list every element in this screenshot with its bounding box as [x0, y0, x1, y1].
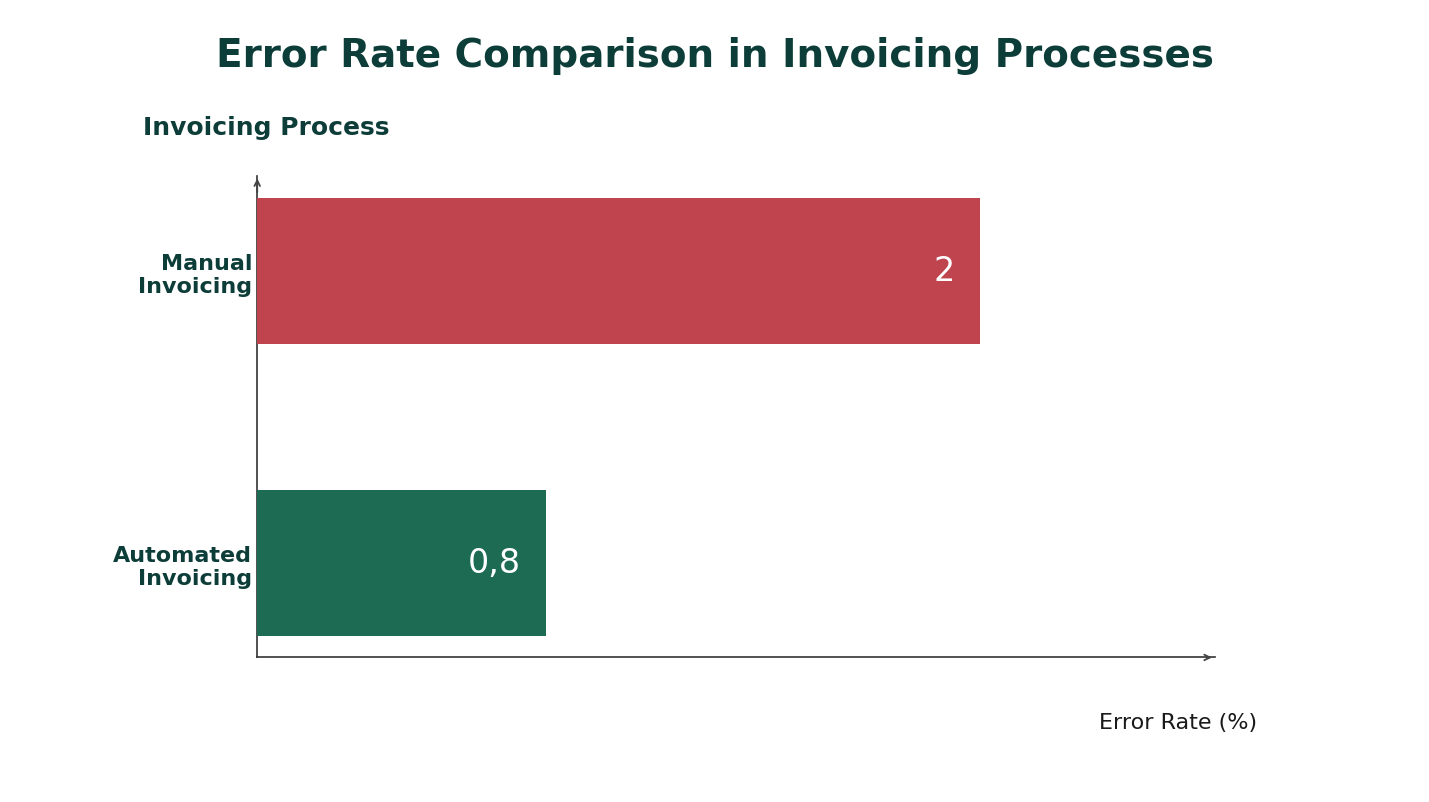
Bar — [257, 490, 546, 636]
Text: 0,8: 0,8 — [467, 546, 522, 579]
Text: 2: 2 — [933, 255, 955, 288]
Bar — [257, 198, 980, 344]
Text: Invoicing Process: Invoicing Process — [143, 116, 389, 140]
Text: Error Rate Comparison in Invoicing Processes: Error Rate Comparison in Invoicing Proce… — [216, 37, 1213, 75]
Text: Error Rate (%): Error Rate (%) — [1099, 712, 1258, 731]
